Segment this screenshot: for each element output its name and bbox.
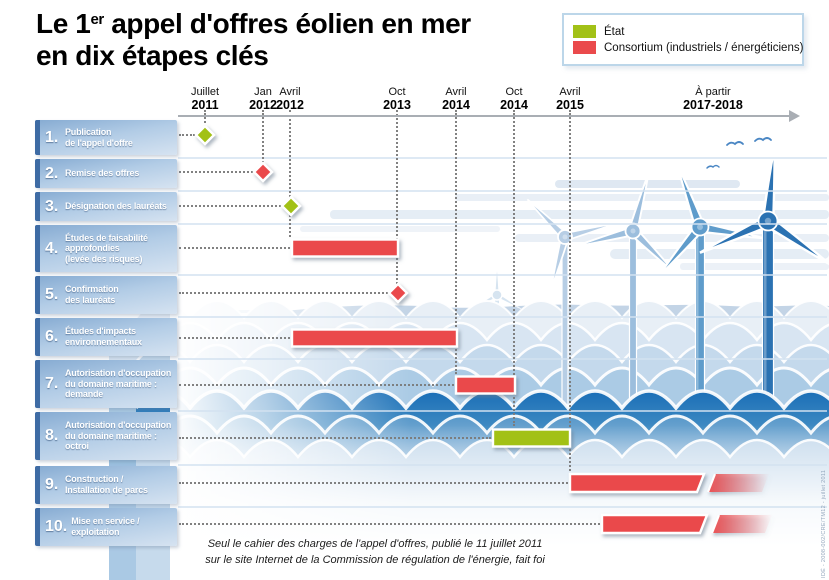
date-month: Avril — [559, 86, 581, 98]
row-separator — [178, 274, 827, 276]
step-box-edge — [35, 508, 40, 546]
date-year: 2012 — [276, 98, 304, 112]
legend: État Consortium (industriels / énergétici… — [562, 13, 804, 66]
timeline-date: Avril 2012 — [276, 86, 304, 112]
timeline-date: Juillet 2011 — [191, 86, 219, 112]
step-label: Études de faisabilité approfondies (levée … — [65, 232, 148, 264]
date-month: Oct — [388, 86, 406, 98]
step-box-4: 4. Études de faisabilité approfondies (levé… — [35, 225, 177, 272]
date-year: 2013 — [383, 98, 411, 112]
date-dropline — [513, 110, 515, 426]
date-dropline — [569, 110, 571, 471]
timeline-axis — [178, 115, 790, 117]
step-box-1: 1. Publication de l'appel d'offre — [35, 120, 177, 155]
date-dropline — [204, 110, 206, 127]
step-number: 9. — [45, 476, 59, 493]
date-year: 2014 — [442, 98, 470, 112]
row-separator — [178, 157, 827, 159]
step-label: Construction / Installation de parcs — [65, 474, 148, 495]
legend-swatch-consortium — [573, 41, 596, 54]
step-label: Publication de l'appel d'offre — [65, 126, 133, 148]
step-label: Confirmation des lauréats — [65, 284, 119, 305]
step-number: 6. — [45, 328, 59, 345]
step-label: Remise des offres — [65, 168, 140, 179]
step-number: 2. — [45, 164, 59, 182]
legend-item-consortium: Consortium (industriels / énergéticiens) — [573, 41, 803, 54]
leader-dotted-line — [179, 247, 290, 249]
step-number: 8. — [45, 427, 59, 444]
row-separator — [178, 190, 827, 192]
legend-label: État — [604, 25, 625, 38]
date-month: Avril — [279, 86, 301, 98]
legend-label: Consortium (industriels / énergéticiens) — [604, 41, 804, 54]
timeline-date: À partir 2017-2018 — [683, 86, 743, 112]
date-year: 2012 — [249, 98, 277, 112]
legend-swatch-etat — [573, 25, 596, 38]
leader-dotted-line — [179, 134, 195, 136]
timeline-arrow-icon — [789, 110, 800, 122]
leader-dotted-line — [179, 205, 281, 207]
step-box-edge — [35, 466, 40, 504]
step-number: 7. — [45, 375, 59, 392]
date-year: 2014 — [500, 98, 528, 112]
credit-line: IDÉ - 2008-002/CRE/TM12 - juillet 2011 — [821, 469, 827, 578]
date-dropline — [289, 110, 291, 237]
timeline-date: Oct 2014 — [500, 86, 528, 112]
step-number: 10. — [45, 518, 68, 535]
leader-dotted-line — [179, 171, 253, 173]
date-year: 2017-2018 — [683, 98, 743, 112]
date-dropline — [262, 110, 264, 163]
date-month: À partir — [695, 86, 731, 98]
step-box-edge — [35, 120, 40, 155]
step-number: 5. — [45, 286, 59, 303]
step-number: 3. — [45, 197, 59, 215]
step-box-3: 3. Désignation des lauréats — [35, 192, 177, 221]
timeline-date: Jan 2012 — [249, 86, 277, 112]
step-box-2: 2. Remise des offres — [35, 159, 177, 188]
date-month: Oct — [505, 86, 523, 98]
step-label: Mise en service / exploitation — [71, 516, 140, 537]
timeline-date: Avril 2015 — [556, 86, 584, 112]
page-title: Le 1er appel d'offres éolien en mer en d… — [36, 8, 471, 71]
date-dropline — [455, 110, 457, 374]
legend-item-etat: État — [573, 25, 793, 38]
step-number: 1. — [45, 128, 59, 146]
step-box-edge — [35, 192, 40, 221]
step-number: 4. — [45, 239, 59, 257]
step-box-edge — [35, 276, 40, 314]
footnote: Seul le cahier des charges de l'appel d'… — [205, 538, 545, 566]
step-box-edge — [35, 360, 40, 408]
row-separator — [178, 223, 827, 225]
step-label: Études d'impacts environnementaux — [65, 326, 142, 347]
step-box-edge — [35, 225, 40, 272]
date-dropline — [396, 110, 398, 284]
date-month: Juillet — [190, 86, 220, 98]
date-year: 2015 — [556, 98, 584, 112]
step-label: Désignation des lauréats — [65, 201, 167, 212]
step-box-edge — [35, 412, 40, 460]
timeline-date: Oct 2013 — [383, 86, 411, 112]
timeline-date: Avril 2014 — [442, 86, 470, 112]
step-box-edge — [35, 318, 40, 356]
date-month: Jan — [254, 86, 272, 98]
date-year: 2011 — [191, 98, 219, 112]
step-box-edge — [35, 159, 40, 188]
date-month: Avril — [445, 86, 467, 98]
